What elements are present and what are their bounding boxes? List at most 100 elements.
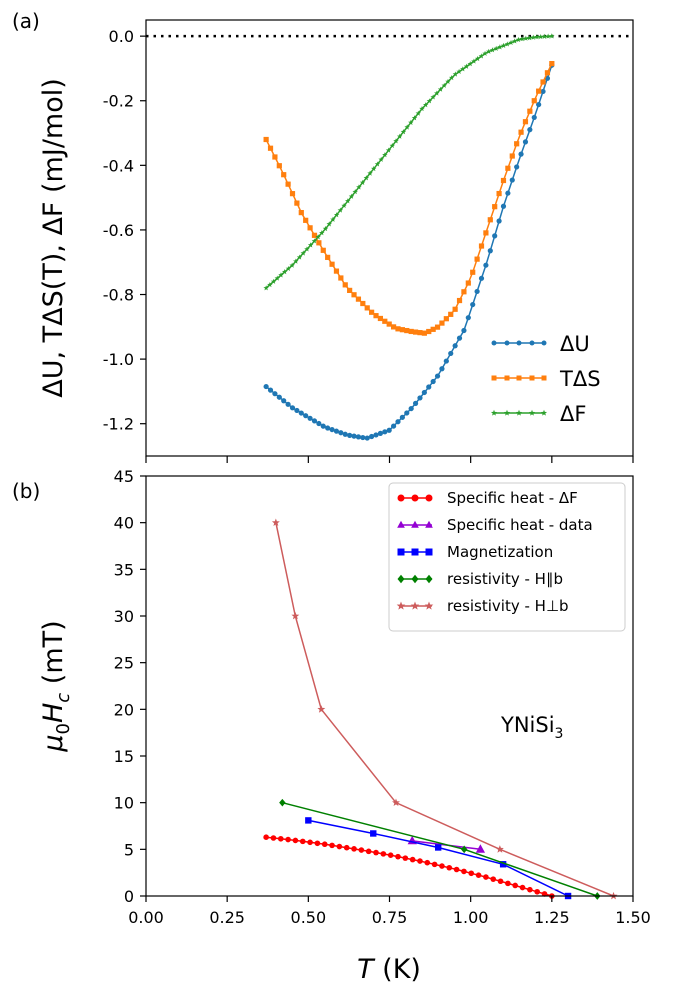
data-point-a-2 — [497, 44, 503, 50]
data-point-b-0 — [395, 853, 401, 860]
legend-b-marker — [425, 520, 433, 528]
data-point-a-2 — [445, 78, 451, 84]
data-point-a-2 — [337, 207, 344, 213]
legend-a-marker — [516, 375, 522, 381]
data-point-a-1 — [509, 153, 515, 159]
data-point-b-0 — [270, 835, 277, 841]
data-point-a-2 — [493, 45, 499, 51]
data-point-a-0 — [434, 373, 441, 379]
data-point-a-0 — [470, 301, 476, 308]
legend-b-marker — [411, 520, 419, 528]
x-axis-title-b: T (K) — [357, 954, 421, 985]
data-point-a-1 — [465, 280, 471, 286]
data-point-a-1 — [267, 145, 274, 151]
data-point-a-1 — [487, 217, 493, 223]
data-point-a-1 — [492, 204, 498, 210]
data-point-b-0 — [490, 876, 497, 882]
data-point-a-2 — [549, 33, 555, 39]
data-point-a-0 — [369, 433, 375, 440]
data-point-a-0 — [536, 101, 542, 108]
data-point-a-1 — [536, 88, 542, 94]
data-point-a-2 — [500, 42, 507, 48]
legend-a-marker — [541, 375, 547, 381]
data-point-a-0 — [412, 400, 419, 406]
data-point-a-2 — [289, 262, 295, 268]
data-point-a-1 — [298, 209, 304, 216]
data-point-a-2 — [311, 238, 318, 244]
data-point-a-1 — [263, 136, 269, 143]
data-point-a-0 — [522, 139, 529, 145]
data-point-b-0 — [373, 849, 379, 856]
data-point-b-0 — [343, 844, 350, 851]
data-point-a-2 — [296, 254, 303, 260]
data-point-a-1 — [382, 318, 388, 324]
data-point-a-1 — [522, 119, 529, 125]
data-point-a-2 — [371, 165, 377, 172]
legend-b-marker — [424, 601, 434, 610]
data-point-a-1 — [342, 282, 348, 288]
data-point-a-0 — [395, 419, 401, 425]
y-tick-label-b: 5 — [124, 840, 134, 859]
data-point-a-0 — [487, 248, 493, 254]
data-point-a-0 — [474, 288, 480, 295]
legend-a-marker — [529, 375, 535, 381]
data-point-b-0 — [453, 866, 460, 873]
data-point-a-2 — [486, 48, 492, 54]
data-point-a-0 — [342, 431, 348, 437]
data-point-a-1 — [514, 141, 520, 147]
data-point-a-2 — [537, 33, 544, 40]
data-point-a-0 — [465, 315, 471, 321]
data-point-b-0 — [468, 870, 475, 877]
data-point-a-2 — [270, 278, 277, 284]
legend-b-label: Magnetization — [447, 543, 553, 561]
legend-b-marker — [396, 601, 406, 610]
data-point-a-1 — [285, 181, 291, 187]
data-point-b-0 — [292, 837, 299, 844]
data-point-b-0 — [336, 843, 343, 850]
data-point-a-2 — [426, 98, 433, 104]
series-line-a-1 — [265, 63, 553, 334]
data-point-a-0 — [333, 428, 340, 434]
data-point-b-0 — [527, 886, 533, 893]
data-point-a-0 — [408, 405, 414, 412]
data-point-a-2 — [408, 119, 414, 125]
data-point-a-2 — [519, 36, 525, 42]
data-point-a-0 — [355, 434, 362, 440]
data-point-a-2 — [393, 138, 399, 144]
data-point-a-1 — [470, 269, 476, 275]
data-point-a-0 — [303, 413, 309, 419]
data-point-a-2 — [389, 142, 395, 149]
y-tick-label-a: -0.8 — [103, 286, 134, 305]
data-point-a-2 — [526, 35, 533, 41]
series-line-a-0 — [265, 64, 553, 439]
y-tick-label-b: 20 — [114, 700, 134, 719]
data-point-a-1 — [338, 275, 344, 281]
legend-a-label: ΔU — [560, 332, 590, 356]
data-point-a-0 — [320, 423, 326, 429]
data-point-a-1 — [333, 268, 340, 274]
legend-b-label: resistivity - H∥b — [447, 570, 563, 588]
data-point-a-0 — [500, 203, 507, 209]
data-point-b-0 — [519, 884, 526, 891]
data-point-b-0 — [446, 864, 453, 871]
data-point-b-2 — [370, 830, 377, 837]
data-point-a-1 — [294, 200, 300, 206]
data-point-a-1 — [395, 326, 401, 332]
data-point-a-0 — [263, 383, 269, 390]
legend-a-marker — [515, 409, 523, 416]
data-point-a-2 — [263, 285, 269, 291]
series-line-b-2 — [308, 819, 569, 897]
data-point-a-0 — [285, 401, 291, 407]
legend-b-marker — [411, 548, 419, 556]
data-point-a-0 — [377, 430, 384, 436]
data-point-a-2 — [434, 90, 440, 96]
data-point-a-0 — [417, 395, 423, 401]
data-point-b-4 — [271, 518, 280, 527]
data-point-a-1 — [531, 98, 537, 104]
data-point-a-1 — [386, 321, 392, 327]
data-point-a-0 — [478, 275, 485, 281]
x-tick-label-b: 0.50 — [291, 908, 327, 927]
data-point-a-1 — [518, 129, 524, 135]
data-point-a-2 — [545, 33, 551, 39]
